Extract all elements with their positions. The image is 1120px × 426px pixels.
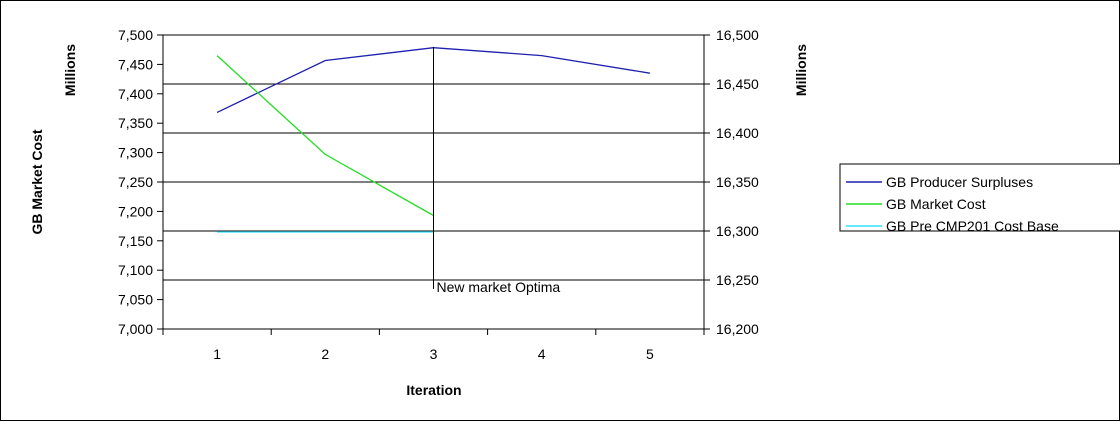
left-tick-label: 7,500 — [118, 27, 153, 43]
right-tick-label: 16,350 — [716, 174, 759, 190]
legend-label: GB Market Cost — [886, 196, 986, 212]
right-tick-label: 16,400 — [716, 125, 759, 141]
x-tick-label: 2 — [321, 346, 329, 362]
series-line-2 — [216, 55, 434, 217]
legend-label: GB Pre CMP201 Cost Base — [886, 218, 1059, 234]
right-axis-units: Millions — [793, 44, 809, 96]
x-tick-label: 3 — [430, 346, 438, 362]
annotations: New market Optima — [433, 47, 561, 295]
right-tick-label: 16,500 — [716, 27, 759, 43]
left-axis-units: Millions — [62, 44, 78, 96]
annotation-label: New market Optima — [437, 279, 561, 295]
right-tick-label: 16,450 — [716, 76, 759, 92]
legend-box — [839, 163, 1120, 232]
right-tick-label: 16,250 — [716, 272, 759, 288]
x-tick-label: 1 — [213, 346, 221, 362]
x-axis: 1 2 3 4 5 — [162, 329, 705, 362]
right-axis: 16,200 16,250 16,300 16,350 16,400 16,450 16,5… — [704, 27, 759, 337]
right-tick-label: 16,300 — [716, 223, 759, 239]
left-tick-label: 7,350 — [118, 115, 153, 131]
left-axis: 7,000 7,050 7,100 7,150 7,200 7,250 7,300 7,350… — [118, 27, 163, 337]
left-tick-label: 7,150 — [118, 233, 153, 249]
left-tick-label: 7,250 — [118, 174, 153, 190]
left-tick-label: 7,000 — [118, 321, 153, 337]
left-axis-title: GB Market Cost — [29, 129, 45, 234]
left-tick-label: 7,100 — [118, 262, 153, 278]
left-tick-label: 7,200 — [118, 203, 153, 219]
x-axis-title: Iteration — [406, 382, 461, 398]
left-tick-label: 7,400 — [118, 86, 153, 102]
left-tick-label: 7,050 — [118, 292, 153, 308]
left-tick-label: 7,450 — [118, 56, 153, 72]
left-tick-label: 7,300 — [118, 145, 153, 161]
legend: GB Producer Surpluses GB Market Cost GB Pr… — [839, 163, 1120, 234]
x-tick-label: 5 — [646, 346, 654, 362]
legend-label: GB Producer Surpluses — [886, 174, 1033, 190]
right-tick-label: 16,200 — [716, 321, 759, 337]
x-tick-label: 4 — [538, 346, 546, 362]
